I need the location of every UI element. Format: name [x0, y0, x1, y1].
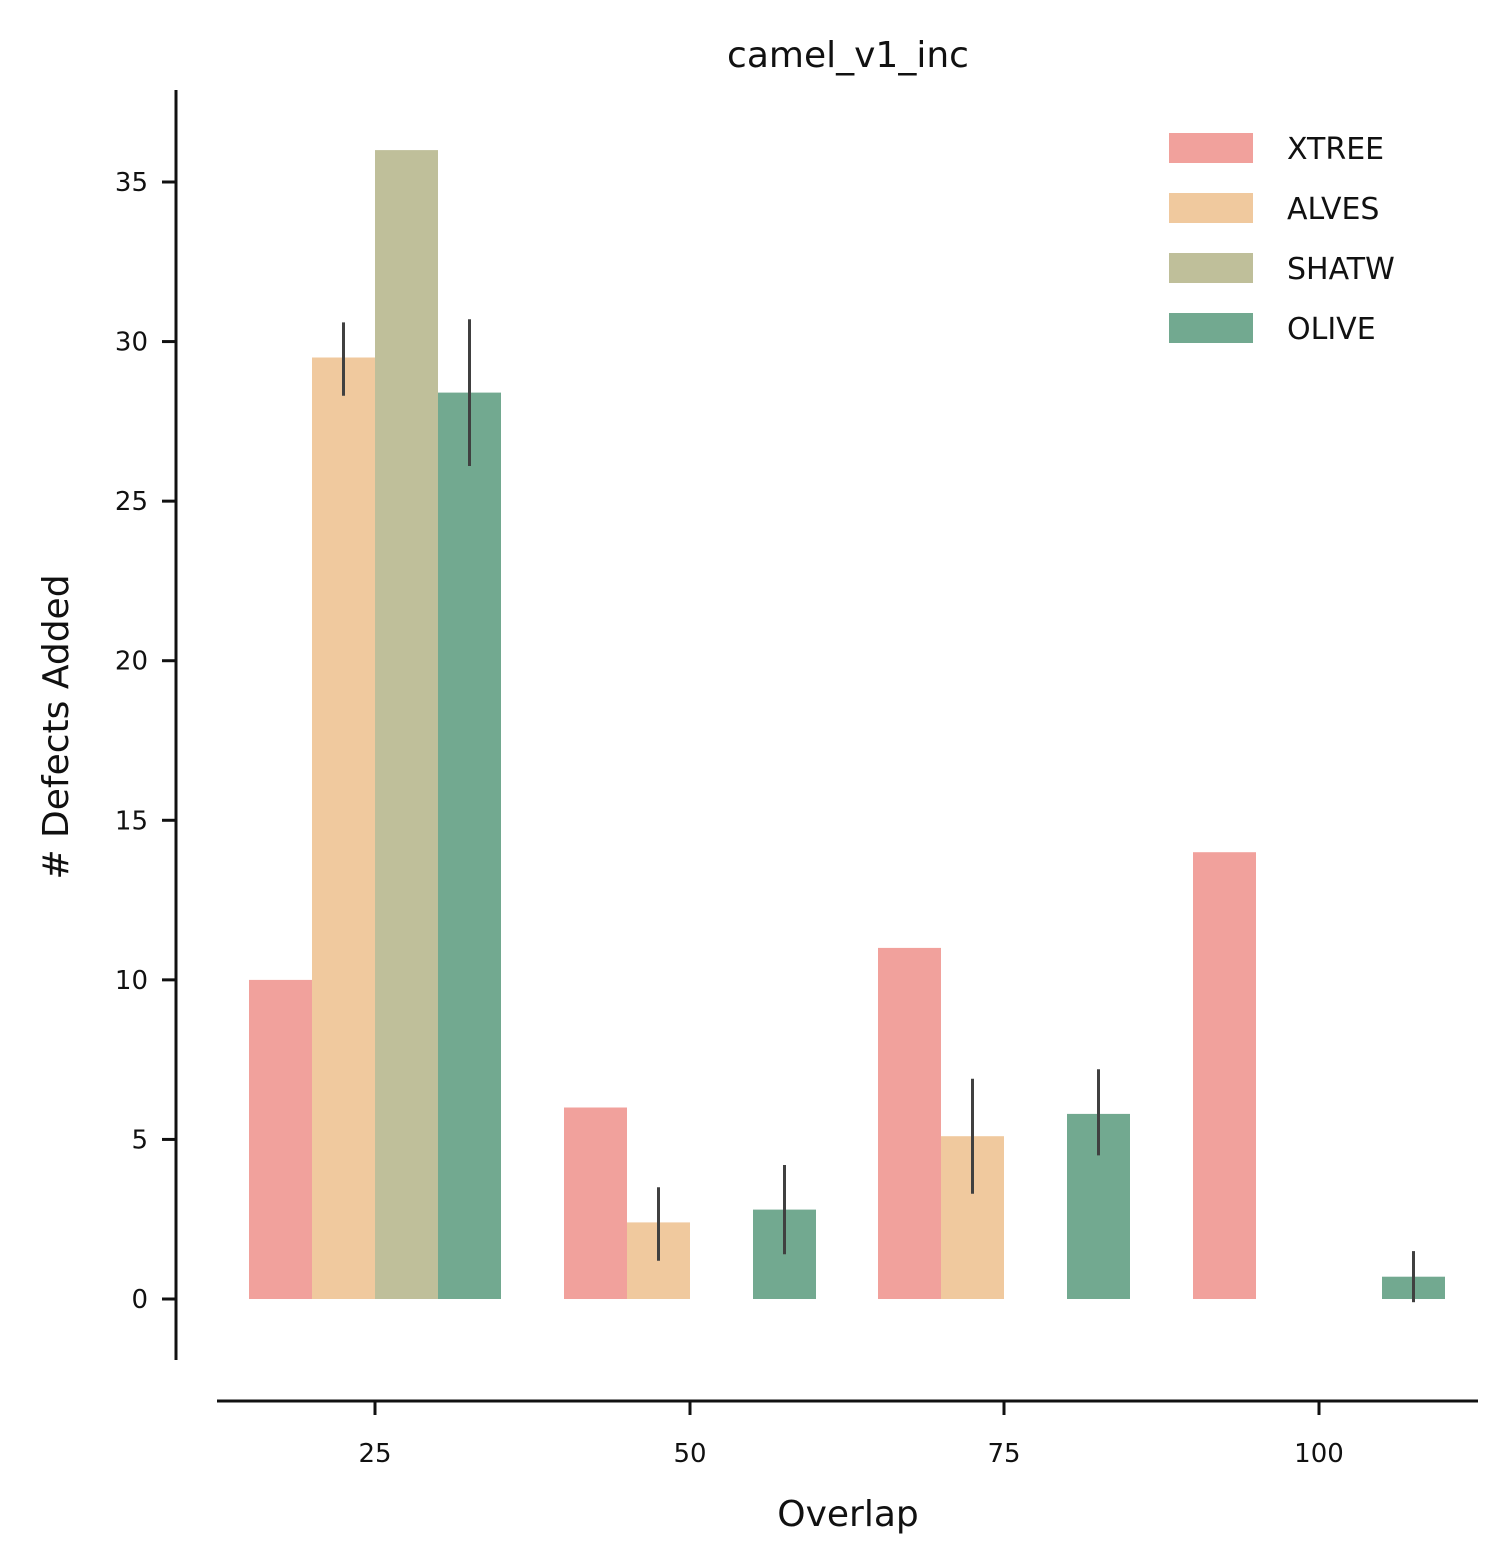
legend-swatch-olive [1169, 313, 1253, 343]
y-tick-label-25: 25 [115, 487, 148, 517]
legend-swatch-xtree [1169, 133, 1253, 163]
y-tick-label-5: 5 [131, 1125, 148, 1155]
bar-shatw-25 [375, 150, 438, 1300]
legend-swatch-alves [1169, 193, 1253, 223]
error-bars-layer [342, 319, 1415, 1303]
x-tick-label-25: 25 [358, 1439, 391, 1469]
legend: XTREE ALVES SHATW OLIVE [1169, 132, 1395, 347]
chart-title: camel_v1_inc [727, 35, 969, 76]
x-axis-label: Overlap [777, 1494, 919, 1535]
bars-layer [249, 150, 1445, 1300]
y-tick-label-30: 30 [115, 328, 148, 358]
bar-xtree-25 [249, 979, 312, 1299]
y-tick-label-20: 20 [115, 647, 148, 677]
bar-olive-25 [438, 392, 501, 1300]
bar-xtree-100 [1193, 852, 1256, 1299]
bar-xtree-50 [564, 1107, 627, 1299]
bar-alves-25 [312, 357, 375, 1299]
legend-label-shatw: SHATW [1287, 252, 1395, 287]
legend-swatch-shatw [1169, 253, 1253, 283]
x-ticks: 25 50 75 100 [358, 1401, 1344, 1469]
x-tick-label-100: 100 [1294, 1439, 1344, 1469]
x-tick-label-50: 50 [673, 1439, 706, 1469]
y-tick-label-0: 0 [131, 1285, 148, 1315]
y-tick-label-15: 15 [115, 806, 148, 836]
bar-xtree-75 [878, 947, 941, 1299]
y-tick-label-10: 10 [115, 966, 148, 996]
legend-label-alves: ALVES [1287, 192, 1379, 227]
legend-label-xtree: XTREE [1287, 132, 1384, 167]
y-tick-label-35: 35 [115, 168, 148, 198]
x-tick-label-75: 75 [987, 1439, 1020, 1469]
y-ticks: 0 5 10 15 20 25 30 35 [115, 168, 176, 1315]
legend-label-olive: OLIVE [1287, 312, 1376, 347]
y-axis-label: # Defects Added [36, 574, 77, 879]
